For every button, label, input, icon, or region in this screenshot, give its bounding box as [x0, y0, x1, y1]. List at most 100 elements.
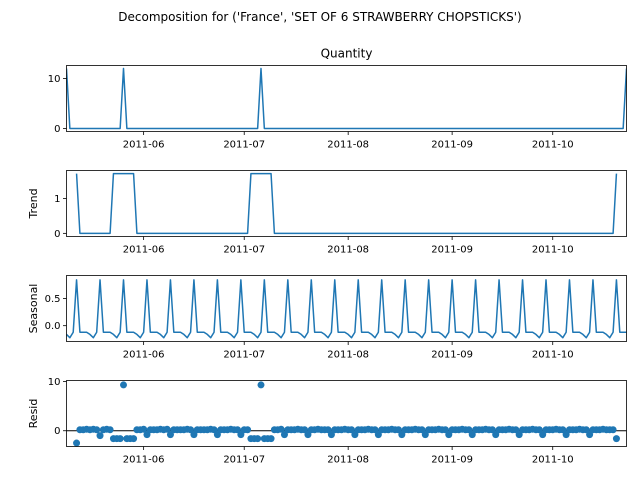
- resid-point: [324, 426, 332, 434]
- resid-point: [327, 431, 335, 439]
- resid-point: [210, 426, 218, 434]
- resid-point: [394, 426, 402, 434]
- resid-point: [418, 426, 426, 434]
- x-tick-label: 2011-06: [123, 350, 165, 361]
- resid-point: [267, 435, 275, 443]
- resid-point: [254, 435, 262, 443]
- subplot-title: Quantity: [321, 47, 373, 61]
- x-tick-label: 2011-10: [532, 350, 574, 361]
- axes-frame: [66, 65, 627, 132]
- resid-point: [371, 426, 379, 434]
- resid-point: [244, 426, 252, 434]
- x-tick-label: 2011-06: [123, 245, 165, 256]
- resid-point: [120, 381, 128, 389]
- x-tick-label: 2011-06: [123, 140, 165, 151]
- y-axis-label: Trend: [27, 188, 40, 219]
- resid-point: [351, 431, 359, 439]
- resid-point: [143, 431, 151, 439]
- resid-point: [234, 426, 242, 434]
- resid-point: [106, 426, 114, 434]
- x-tick-label: 2011-07: [223, 455, 265, 466]
- y-tick-label: 10: [48, 74, 61, 85]
- x-tick-label: 2011-10: [532, 455, 574, 466]
- resid-point: [163, 425, 171, 433]
- resid-point: [539, 431, 547, 439]
- y-tick-label: 0: [54, 426, 60, 437]
- x-tick-label: 2011-07: [223, 245, 265, 256]
- plot-area: [66, 67, 627, 130]
- x-tick-label: 2011-10: [532, 140, 574, 151]
- y-axis-label: Resid: [27, 399, 40, 429]
- x-tick-label: 2011-07: [223, 350, 265, 361]
- x-tick-label: 2011-09: [431, 245, 473, 256]
- resid-point: [421, 431, 429, 439]
- resid-point: [96, 432, 104, 440]
- series-line-seasonal: [66, 279, 627, 339]
- resid-point: [512, 426, 520, 434]
- resid-point: [130, 435, 138, 443]
- resid-point: [515, 431, 523, 439]
- plot-area: [75, 172, 618, 235]
- resid-point: [280, 431, 288, 439]
- axes-frame: [66, 380, 627, 447]
- y-tick-label: 0.5: [45, 294, 61, 305]
- y-tick-label: 0.0: [45, 321, 61, 332]
- resid-point: [301, 426, 309, 434]
- x-tick-label: 2011-07: [223, 140, 265, 151]
- x-tick-label: 2011-09: [431, 140, 473, 151]
- resid-point: [559, 426, 567, 434]
- resid-point: [441, 426, 449, 434]
- resid-point: [398, 431, 406, 439]
- x-tick-label: 2011-09: [431, 350, 473, 361]
- resid-point: [488, 426, 496, 434]
- x-tick-label: 2011-08: [327, 350, 369, 361]
- resid-point: [140, 425, 148, 433]
- resid-point: [237, 431, 245, 439]
- series-line-observed: [66, 67, 627, 130]
- axes-frame: [66, 170, 627, 237]
- y-axis-label: Seasonal: [27, 284, 40, 334]
- resid-point: [445, 431, 453, 439]
- resid-point: [468, 431, 476, 439]
- resid-point: [93, 426, 101, 434]
- figure-title: Decomposition for ('France', 'SET OF 6 S…: [118, 10, 521, 24]
- resid-point: [213, 431, 221, 439]
- x-tick-label: 2011-10: [532, 245, 574, 256]
- series-line-trend: [75, 172, 618, 235]
- x-tick-label: 2011-09: [431, 455, 473, 466]
- resid-point: [609, 426, 617, 434]
- resid-point: [465, 426, 473, 434]
- resid-point: [612, 435, 620, 443]
- resid-point: [535, 426, 543, 434]
- resid-point: [492, 431, 500, 439]
- y-tick-label: 1: [54, 194, 60, 205]
- plot-area: [66, 279, 627, 339]
- resid-point: [187, 426, 195, 434]
- x-tick-label: 2011-08: [327, 245, 369, 256]
- resid-point: [374, 431, 382, 439]
- panel-trend: 0 1 2011-06 2011-07 2011-08 2011-09 2011-10 Tre…: [27, 170, 627, 256]
- resid-point: [166, 431, 174, 439]
- plot-area: [66, 381, 627, 447]
- resid-point: [73, 439, 81, 447]
- panel-observed: 0 10 2011-06 2011-07 2011-08 2011-09 2011-10 Qu…: [48, 47, 627, 151]
- resid-point: [562, 431, 570, 439]
- resid-point: [257, 381, 265, 389]
- panel-resid: 0 10 2011-06 2011-07 2011-08 2011-09 2011-10 Re…: [27, 377, 627, 466]
- resid-point: [582, 426, 590, 434]
- resid-point: [116, 435, 124, 443]
- panel-seasonal: 0.0 0.5 2011-06 2011-07 2011-08 2011-09 2011-1…: [27, 275, 627, 361]
- axes-frame: [66, 275, 627, 342]
- y-tick-label: 0: [54, 124, 60, 135]
- x-tick-label: 2011-08: [327, 140, 369, 151]
- x-tick-label: 2011-06: [123, 455, 165, 466]
- resid-point: [190, 431, 198, 439]
- resid-point: [304, 431, 312, 439]
- y-tick-label: 0: [54, 229, 60, 240]
- x-tick-label: 2011-08: [327, 455, 369, 466]
- resid-point: [586, 431, 594, 439]
- resid-point: [277, 425, 285, 433]
- y-tick-label: 10: [48, 377, 61, 388]
- resid-point: [348, 426, 356, 434]
